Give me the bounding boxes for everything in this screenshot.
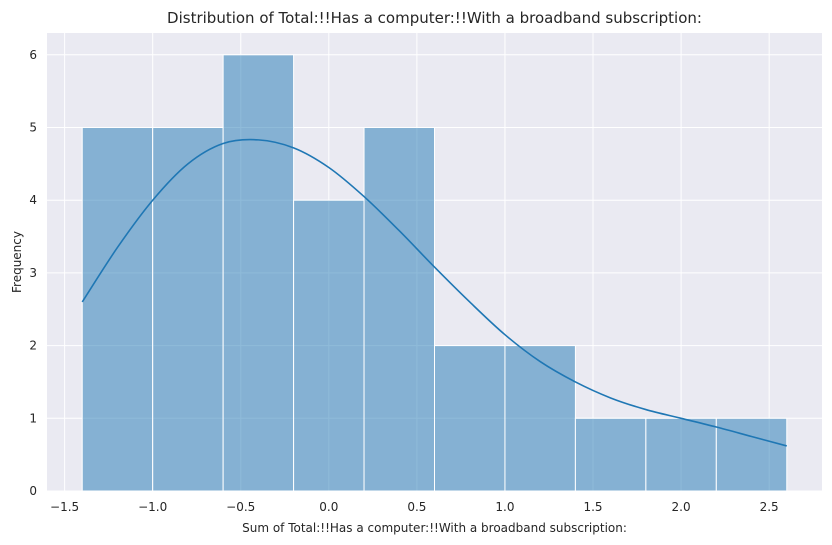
histogram-bar: [81, 127, 154, 492]
y-tick-label: 1: [29, 411, 37, 425]
histogram-bar: [645, 417, 717, 492]
x-axis-label: Sum of Total:!!Has a computer:!!With a b…: [242, 521, 627, 535]
histogram-bar: [293, 199, 365, 492]
x-tick-label: 2.5: [760, 500, 779, 514]
x-tick-label: 1.0: [495, 500, 514, 514]
histogram-bar: [504, 345, 576, 492]
y-tick-label: 2: [29, 339, 37, 353]
x-tick-label: −1.5: [50, 500, 79, 514]
x-tick-label: 0.0: [319, 500, 338, 514]
y-tick-label: 6: [29, 48, 37, 62]
x-tick-label: −0.5: [226, 500, 255, 514]
x-tick-label: 1.5: [583, 500, 602, 514]
y-tick-label: 5: [29, 121, 37, 135]
histogram-bar: [222, 54, 295, 492]
histogram-bar: [434, 345, 506, 492]
histogram-bar: [574, 417, 647, 492]
y-tick-label: 3: [29, 266, 37, 280]
x-tick-label: 0.5: [407, 500, 426, 514]
histogram-bars: [81, 54, 788, 492]
chart-title: Distribution of Total:!!Has a computer:!…: [167, 9, 702, 27]
x-tick-label: −1.0: [138, 500, 167, 514]
histogram-bar: [152, 127, 224, 492]
kde-curve: [81, 138, 787, 447]
y-axis-label: Frequency: [10, 231, 24, 293]
axis-ticks: −1.5 −1.0 −0.5 0.0 0.5 1.0 1.5 2.0 2.5 0 1 2 3 4 5 6: [29, 48, 778, 514]
histogram-bar: [363, 127, 435, 492]
x-tick-label: 2.0: [672, 500, 691, 514]
y-tick-label: 0: [29, 484, 37, 498]
y-tick-label: 4: [29, 193, 37, 207]
